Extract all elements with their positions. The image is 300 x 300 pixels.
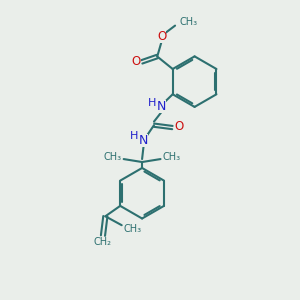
Text: O: O: [157, 30, 166, 43]
Text: N: N: [139, 134, 148, 147]
Text: CH₃: CH₃: [123, 224, 141, 234]
Text: H: H: [130, 131, 138, 141]
Text: CH₃: CH₃: [179, 17, 198, 27]
Text: H: H: [148, 98, 156, 108]
Text: CH₂: CH₂: [94, 236, 112, 247]
Text: CH₃: CH₃: [103, 152, 122, 162]
Text: CH₃: CH₃: [163, 152, 181, 162]
Text: N: N: [157, 100, 166, 113]
Text: O: O: [174, 121, 184, 134]
Text: O: O: [132, 56, 141, 68]
